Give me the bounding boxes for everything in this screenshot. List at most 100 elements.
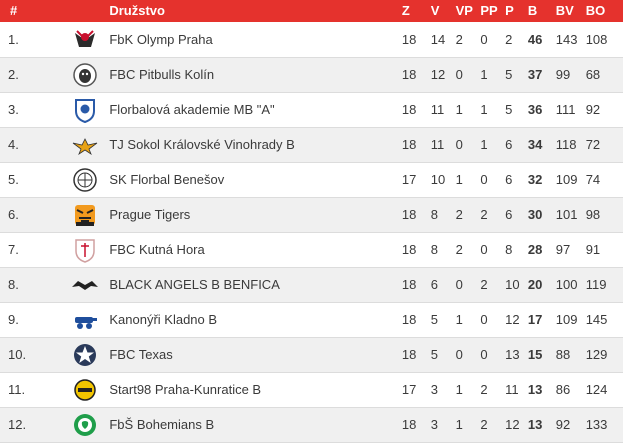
wins-cell: 11 <box>430 102 445 117</box>
kutnahora-logo-icon <box>64 237 105 263</box>
header-losses[interactable]: P <box>505 3 514 18</box>
team-name[interactable]: FBC Pitbulls Kolín <box>109 67 215 82</box>
goals-for-cell: 111 <box>555 102 576 117</box>
rank-cell: 7. <box>8 242 19 257</box>
header-logo <box>64 0 105 22</box>
points-cell: 30 <box>527 207 543 222</box>
team-name[interactable]: SK Florbal Benešov <box>109 172 225 187</box>
ot-losses-cell: 1 <box>480 102 488 117</box>
team-name[interactable]: FBC Kutná Hora <box>109 242 205 257</box>
header-team[interactable]: Družstvo <box>109 3 165 18</box>
team-name[interactable]: FBC Texas <box>109 347 173 362</box>
points-cell: 36 <box>527 102 543 117</box>
ot-wins-cell: 0 <box>455 277 463 292</box>
wins-cell: 5 <box>430 347 439 362</box>
games-cell: 17 <box>401 172 417 187</box>
goals-for-cell: 109 <box>555 312 578 327</box>
team-name[interactable]: FbŠ Bohemians B <box>109 417 215 432</box>
table-row[interactable]: 1. FbK Olymp Praha 18 14 2 0 2 46 143 108 <box>0 22 623 57</box>
ot-wins-cell: 1 <box>455 172 463 187</box>
games-cell: 18 <box>401 277 417 292</box>
header-goals-for[interactable]: BV <box>555 3 574 18</box>
wins-cell: 5 <box>430 312 439 327</box>
ot-wins-cell: 2 <box>455 242 463 257</box>
games-cell: 18 <box>401 137 417 152</box>
table-row[interactable]: 6. Prague Tigers 18 8 2 2 6 30 101 98 <box>0 197 623 232</box>
points-cell: 34 <box>527 137 543 152</box>
goals-against-cell: 91 <box>585 242 601 257</box>
losses-cell: 6 <box>505 207 513 222</box>
team-name[interactable]: TJ Sokol Královské Vinohrady B <box>109 137 295 152</box>
team-logo-cell <box>64 407 105 442</box>
mb-logo-icon <box>64 97 105 123</box>
bohemians-logo-icon <box>64 412 105 438</box>
rank-cell: 11. <box>8 382 26 397</box>
ot-losses-cell: 2 <box>480 417 488 432</box>
team-name[interactable]: Kanonýři Kladno B <box>109 312 218 327</box>
wins-cell: 11 <box>430 137 445 152</box>
header-points[interactable]: B <box>527 3 538 18</box>
header-ot-losses[interactable]: PP <box>480 3 498 18</box>
table-row[interactable]: 3. Florbalová akademie MB "A" 18 11 1 1 5 36 111… <box>0 92 623 127</box>
ot-wins-cell: 2 <box>455 207 463 222</box>
ot-losses-cell: 2 <box>480 382 488 397</box>
team-logo-cell <box>64 22 105 57</box>
rank-cell: 6. <box>8 207 19 222</box>
table-row[interactable]: 4. TJ Sokol Královské Vinohrady B 18 11 0 1 6 3… <box>0 127 623 162</box>
kladno-logo-icon <box>64 310 105 330</box>
table-row[interactable]: 8. BLACK ANGELS B BENFICA 18 6 0 2 10 20 100 119 <box>0 267 623 302</box>
table-row[interactable]: 7. FBC Kutná Hora 18 8 2 0 8 28 97 91 <box>0 232 623 267</box>
table-row[interactable]: 11. Start98 Praha-Kunratice B 17 3 1 2 11 13 86 1… <box>0 372 623 407</box>
points-cell: 17 <box>527 312 543 327</box>
sokol-logo-icon <box>64 135 105 155</box>
goals-for-cell: 99 <box>555 67 571 82</box>
team-name[interactable]: Florbalová akademie MB "A" <box>109 102 275 117</box>
header-ot-wins[interactable]: VP <box>455 3 473 18</box>
header-wins[interactable]: V <box>430 3 440 18</box>
header-goals-against[interactable]: BO <box>585 3 606 18</box>
table-row[interactable]: 9. Kanonýři Kladno B 18 5 1 0 12 17 109 145 <box>0 302 623 337</box>
goals-for-cell: 101 <box>555 207 578 222</box>
games-cell: 18 <box>401 242 417 257</box>
blackangels-logo-icon <box>64 278 105 292</box>
goals-against-cell: 119 <box>585 277 607 292</box>
table-row[interactable]: 2. FBC Pitbulls Kolín 18 12 0 1 5 37 99 68 <box>0 57 623 92</box>
losses-cell: 12 <box>505 312 520 327</box>
rank-cell: 8. <box>8 277 19 292</box>
games-cell: 18 <box>401 347 417 362</box>
header-row: # Družstvo Z V VP PP P B BV BO <box>0 0 623 22</box>
header-rank[interactable]: # <box>10 3 18 18</box>
losses-cell: 2 <box>505 31 513 47</box>
points-cell: 28 <box>527 242 543 257</box>
goals-against-cell: 92 <box>585 102 601 117</box>
team-name[interactable]: BLACK ANGELS B BENFICA <box>109 277 280 292</box>
ot-wins-cell: 0 <box>455 67 463 82</box>
goals-against-cell: 98 <box>585 207 601 222</box>
rank-cell: 9. <box>8 312 19 327</box>
team-logo-cell <box>64 372 105 407</box>
team-name[interactable]: FbK Olymp Praha <box>109 31 213 47</box>
team-name[interactable]: Start98 Praha-Kunratice B <box>109 382 262 397</box>
table-body: 1. FbK Olymp Praha 18 14 2 0 2 46 143 108 2. FBC Pi… <box>0 22 623 442</box>
points-cell: 13 <box>527 382 543 397</box>
ot-losses-cell: 2 <box>480 207 488 222</box>
rank-cell: 3. <box>8 102 19 117</box>
wins-cell: 10 <box>430 172 446 187</box>
rank-cell: 5. <box>8 172 19 187</box>
header-games[interactable]: Z <box>401 3 410 18</box>
goals-against-cell: 129 <box>585 347 608 362</box>
losses-cell: 6 <box>505 137 513 152</box>
ot-wins-cell: 0 <box>455 137 463 152</box>
team-logo-cell <box>64 92 105 127</box>
goals-for-cell: 92 <box>555 417 571 432</box>
goals-for-cell: 86 <box>555 382 571 397</box>
table-row[interactable]: 10. FBC Texas 18 5 0 0 13 15 88 129 <box>0 337 623 372</box>
table-header: # Družstvo Z V VP PP P B BV BO <box>0 0 623 22</box>
team-name[interactable]: Prague Tigers <box>109 207 191 222</box>
team-logo-cell <box>64 337 105 372</box>
games-cell: 17 <box>401 382 417 397</box>
goals-for-cell: 100 <box>555 277 578 292</box>
table-row[interactable]: 5. SK Florbal Benešov 17 10 1 0 6 32 109 74 <box>0 162 623 197</box>
table-row[interactable]: 12. FbŠ Bohemians B 18 3 1 2 12 13 92 133 <box>0 407 623 442</box>
losses-cell: 5 <box>505 67 513 82</box>
